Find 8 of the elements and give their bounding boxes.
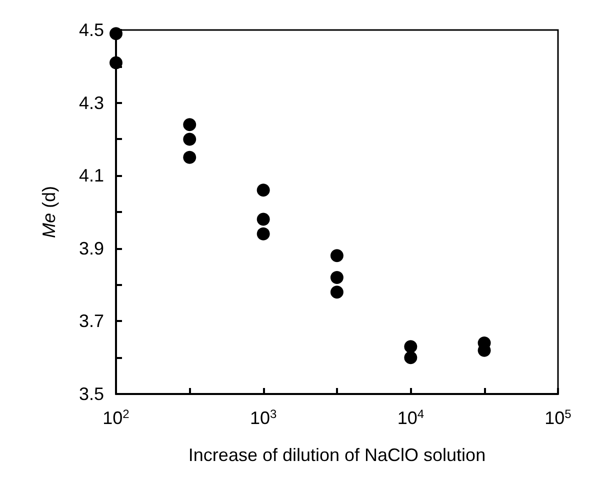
y-axis-title: Me (d) [39,186,59,238]
y-tick-label: 3.9 [78,238,104,258]
x-axis-title: Increase of dilution of NaClO solution [188,445,486,465]
y-tick-label: 4.1 [78,166,104,186]
y-tick-label: 4.5 [78,20,104,40]
y-tick-label: 4.3 [78,92,104,113]
y-tick-label: 3.5 [78,384,104,404]
y-tick-label: 3.7 [78,311,104,332]
